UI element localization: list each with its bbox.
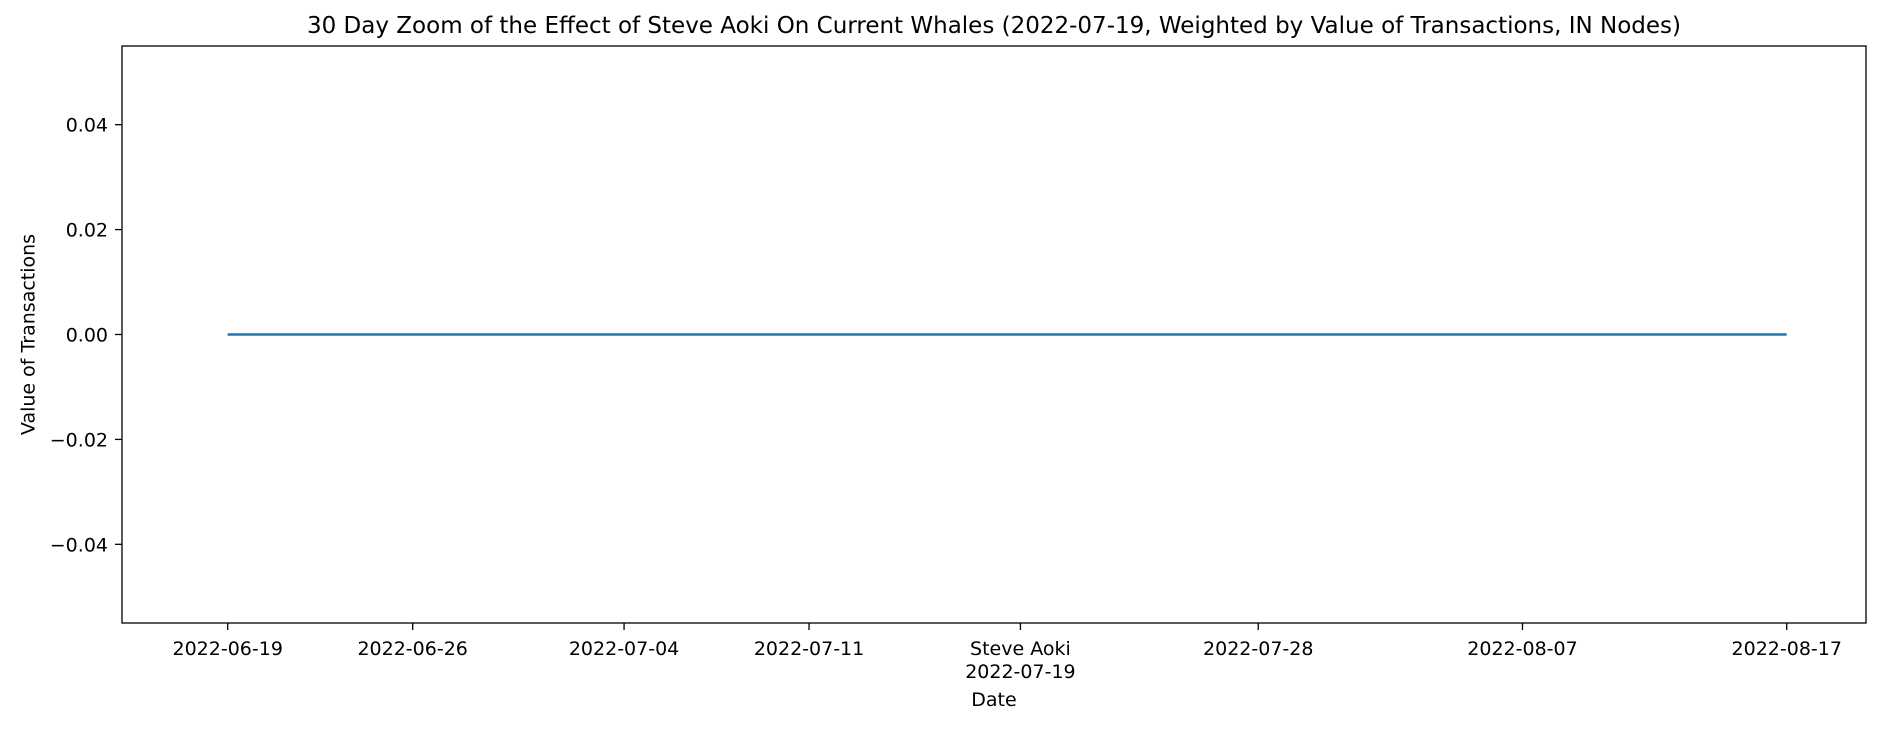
x-tick-label: 2022-07-11 <box>754 638 864 660</box>
chart-title: 30 Day Zoom of the Effect of Steve Aoki … <box>307 13 1681 39</box>
x-tick-label: 2022-06-26 <box>357 638 467 660</box>
x-tick-label: 2022-08-17 <box>1732 638 1842 660</box>
x-tick-label: 2022-06-19 <box>172 638 282 660</box>
x-tick-label: 2022-08-07 <box>1467 638 1577 660</box>
x-axis-ticks: 2022-06-19 2022-06-26 2022-07-04 2022-07-11… <box>172 623 1842 683</box>
x-axis-label: Date <box>971 689 1016 711</box>
x-tick-label: 2022-07-19 <box>965 661 1075 683</box>
y-tick-label: 0.00 <box>66 325 108 347</box>
y-axis-label: Value of Transactions <box>18 234 40 435</box>
y-tick-label: 0.04 <box>66 115 108 137</box>
y-tick-label: 0.02 <box>66 220 108 242</box>
x-event-label: Steve Aoki <box>970 638 1071 660</box>
y-axis-ticks: 0.04 0.02 0.00 −0.02 −0.04 <box>50 115 122 556</box>
x-tick-label: 2022-07-04 <box>569 638 679 660</box>
x-tick-label: 2022-07-28 <box>1203 638 1313 660</box>
y-tick-label: −0.02 <box>50 429 108 451</box>
y-tick-label: −0.04 <box>50 534 108 556</box>
plot-area-frame <box>121 45 1867 624</box>
